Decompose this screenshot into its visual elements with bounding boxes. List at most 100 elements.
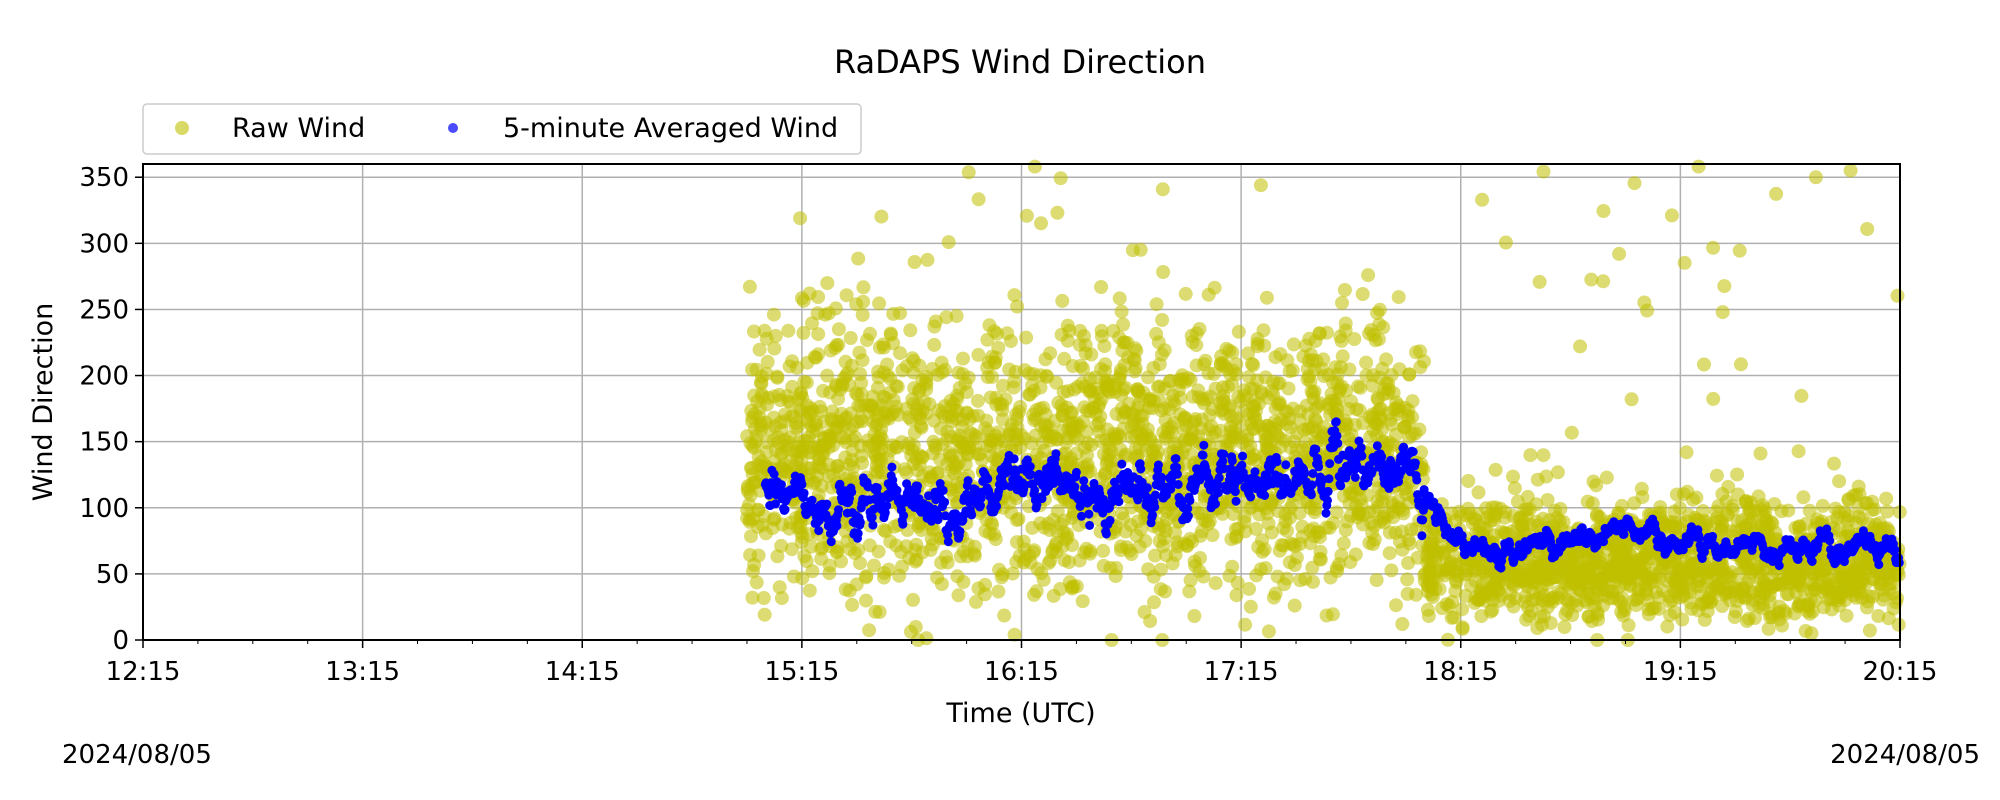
raw-wind-point bbox=[855, 353, 870, 368]
raw-wind-point bbox=[859, 570, 873, 585]
raw-wind-point bbox=[1009, 407, 1024, 422]
raw-wind-point bbox=[1706, 391, 1721, 406]
raw-wind-point bbox=[943, 429, 958, 444]
raw-wind-point bbox=[1366, 537, 1380, 552]
raw-wind-point bbox=[1146, 361, 1161, 375]
averaged-wind-point bbox=[1306, 490, 1316, 500]
raw-wind-point bbox=[1421, 609, 1436, 623]
raw-wind-point bbox=[1461, 474, 1476, 488]
raw-wind-point bbox=[1852, 487, 1867, 502]
raw-wind-point bbox=[855, 307, 870, 322]
raw-wind-point bbox=[995, 412, 1010, 427]
raw-wind-point bbox=[1664, 208, 1679, 223]
raw-wind-point bbox=[1732, 243, 1747, 258]
raw-wind-point bbox=[949, 483, 964, 497]
averaged-wind-point bbox=[1150, 502, 1160, 512]
raw-wind-point bbox=[1230, 575, 1245, 590]
raw-wind-point bbox=[870, 416, 885, 431]
raw-wind-point bbox=[1165, 556, 1180, 571]
raw-wind-point bbox=[1335, 295, 1349, 310]
raw-wind-point bbox=[950, 569, 965, 584]
raw-wind-point bbox=[1282, 364, 1297, 379]
raw-wind-point bbox=[1057, 553, 1072, 568]
averaged-wind-point bbox=[1260, 491, 1270, 500]
raw-wind-point bbox=[1361, 268, 1376, 283]
raw-wind-point bbox=[1178, 286, 1193, 301]
raw-wind-point bbox=[1709, 581, 1724, 596]
raw-wind-point bbox=[1189, 358, 1204, 373]
raw-wind-point bbox=[877, 570, 891, 585]
averaged-wind-point bbox=[1410, 458, 1420, 468]
averaged-wind-point bbox=[769, 469, 779, 479]
raw-wind-point bbox=[861, 398, 876, 412]
raw-wind-point bbox=[872, 340, 887, 355]
chart-title: RaDAPS Wind Direction bbox=[834, 43, 1206, 81]
raw-wind-point bbox=[1287, 598, 1302, 613]
averaged-wind-point bbox=[1156, 472, 1166, 482]
raw-wind-point bbox=[889, 440, 904, 455]
raw-wind-point bbox=[1243, 599, 1258, 614]
raw-wind-point bbox=[1535, 597, 1550, 612]
averaged-wind-point bbox=[1230, 487, 1240, 497]
raw-wind-point bbox=[1253, 178, 1268, 193]
raw-wind-point bbox=[872, 605, 887, 619]
raw-wind-point bbox=[747, 388, 762, 403]
raw-wind-point bbox=[1750, 559, 1765, 574]
raw-wind-point bbox=[1839, 565, 1854, 580]
raw-wind-point bbox=[912, 384, 927, 399]
raw-wind-point bbox=[1437, 568, 1452, 583]
raw-wind-point bbox=[1745, 598, 1760, 613]
raw-wind-point bbox=[1683, 595, 1698, 610]
raw-wind-point bbox=[1526, 585, 1540, 600]
raw-wind-point bbox=[843, 473, 858, 488]
raw-wind-point bbox=[961, 165, 976, 180]
raw-wind-point bbox=[1351, 507, 1366, 521]
raw-wind-point bbox=[1359, 355, 1374, 370]
raw-wind-point bbox=[948, 460, 963, 475]
raw-wind-point bbox=[1171, 436, 1186, 451]
raw-wind-point bbox=[1536, 448, 1551, 463]
raw-wind-point bbox=[821, 306, 836, 321]
raw-wind-point bbox=[1409, 345, 1423, 360]
raw-wind-point bbox=[1075, 594, 1090, 609]
raw-wind-point bbox=[1621, 618, 1636, 633]
averaged-wind-point bbox=[1336, 481, 1346, 491]
raw-wind-point bbox=[960, 537, 975, 552]
raw-wind-point bbox=[939, 549, 954, 564]
raw-wind-point bbox=[1098, 357, 1113, 372]
averaged-wind-point bbox=[955, 526, 965, 536]
raw-wind-point bbox=[1222, 343, 1237, 358]
raw-wind-point bbox=[757, 607, 772, 622]
raw-wind-point bbox=[906, 396, 921, 411]
averaged-wind-point bbox=[934, 511, 944, 521]
raw-wind-point bbox=[1852, 509, 1867, 524]
raw-wind-point bbox=[1653, 500, 1668, 515]
raw-wind-point bbox=[745, 590, 760, 605]
raw-wind-point bbox=[1564, 425, 1579, 440]
averaged-wind-point bbox=[1357, 451, 1367, 461]
raw-wind-point bbox=[853, 367, 868, 381]
raw-wind-point bbox=[1109, 561, 1124, 575]
raw-wind-point bbox=[1673, 515, 1687, 530]
averaged-wind-point bbox=[1418, 515, 1428, 525]
raw-wind-point bbox=[1871, 565, 1886, 580]
raw-wind-point bbox=[1871, 609, 1886, 623]
averaged-wind-point bbox=[835, 479, 845, 489]
raw-wind-point bbox=[969, 594, 983, 609]
raw-wind-point bbox=[1348, 547, 1363, 562]
averaged-wind-point bbox=[992, 501, 1002, 511]
raw-wind-point bbox=[957, 443, 972, 457]
averaged-wind-point bbox=[1213, 488, 1223, 498]
raw-wind-point bbox=[1730, 467, 1745, 482]
raw-wind-point bbox=[853, 411, 868, 426]
raw-wind-point bbox=[1395, 617, 1410, 631]
raw-wind-point bbox=[867, 558, 881, 573]
raw-wind-point bbox=[1042, 523, 1057, 537]
raw-wind-point bbox=[925, 362, 940, 376]
averaged-wind-point bbox=[1114, 497, 1124, 507]
raw-wind-point bbox=[824, 480, 839, 495]
averaged-wind-point bbox=[1237, 460, 1247, 470]
raw-wind-point bbox=[919, 631, 934, 646]
raw-wind-point bbox=[1694, 579, 1708, 594]
raw-wind-point bbox=[1171, 383, 1186, 398]
